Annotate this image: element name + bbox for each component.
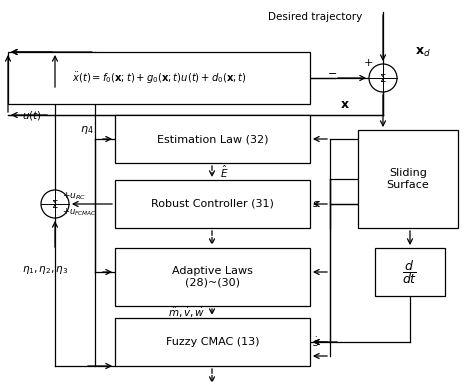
Text: Desired trajectory: Desired trajectory — [268, 12, 362, 22]
Text: Robust Controller (31): Robust Controller (31) — [151, 199, 274, 209]
Text: $-$: $-$ — [327, 67, 337, 77]
Bar — [115, 180, 310, 228]
Text: Fuzzy CMAC (13): Fuzzy CMAC (13) — [166, 337, 259, 347]
Text: $+u_{RC}$: $+u_{RC}$ — [62, 190, 86, 202]
Bar — [8, 52, 310, 104]
Bar — [115, 248, 310, 306]
Text: Sliding
Surface: Sliding Surface — [387, 168, 429, 190]
Text: Estimation Law (32): Estimation Law (32) — [157, 134, 268, 144]
Text: $u(t)$: $u(t)$ — [22, 108, 42, 122]
Circle shape — [369, 64, 397, 92]
Bar — [115, 318, 310, 366]
Bar — [358, 130, 458, 228]
Text: $\eta_1, \eta_2, \eta_3$: $\eta_1, \eta_2, \eta_3$ — [22, 264, 68, 276]
Bar — [115, 115, 310, 163]
Text: $\eta_4$: $\eta_4$ — [80, 124, 93, 136]
Text: $\hat{m}, \dot{v}, \dot{w}$: $\hat{m}, \dot{v}, \dot{w}$ — [168, 304, 205, 320]
Text: $s$: $s$ — [312, 199, 319, 209]
Text: $+$: $+$ — [363, 56, 373, 68]
Text: $\dfrac{d}{dt}$: $\dfrac{d}{dt}$ — [402, 258, 418, 286]
Text: $\hat{E}$: $\hat{E}$ — [220, 164, 228, 180]
Text: $\Sigma$: $\Sigma$ — [51, 198, 59, 210]
Bar — [375, 248, 445, 296]
Text: $\Sigma$: $\Sigma$ — [379, 72, 387, 84]
Text: $\mathbf{x}$: $\mathbf{x}$ — [340, 98, 350, 110]
Text: $\ddot{x}(t) = f_0(\mathbf{x};t) + g_0(\mathbf{x};t)u(t) + d_0(\mathbf{x};t)$: $\ddot{x}(t) = f_0(\mathbf{x};t) + g_0(\… — [72, 70, 246, 86]
Text: Adaptive Laws
(28)~(30): Adaptive Laws (28)~(30) — [172, 266, 253, 288]
Text: $\dot{s}$: $\dot{s}$ — [312, 335, 319, 349]
Text: $+u_{FCMAC}$: $+u_{FCMAC}$ — [62, 206, 97, 218]
Circle shape — [41, 190, 69, 218]
Text: $\mathbf{x}_d$: $\mathbf{x}_d$ — [415, 46, 431, 59]
